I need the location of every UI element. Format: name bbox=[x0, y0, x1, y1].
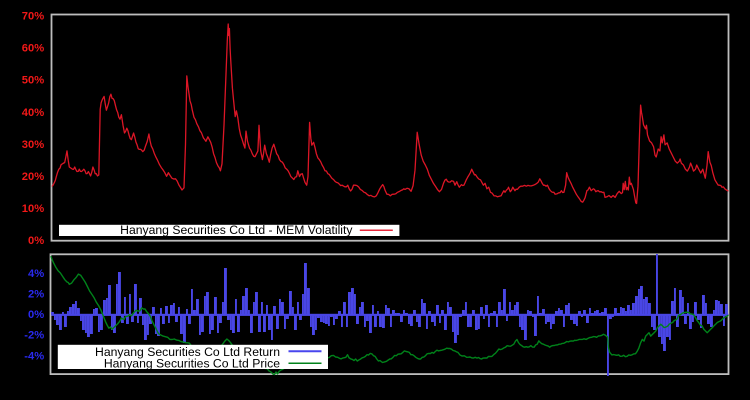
svg-text:20%: 20% bbox=[22, 171, 44, 183]
svg-text:-2%: -2% bbox=[24, 330, 44, 342]
svg-text:Hanyang Securities Co Ltd - ME: Hanyang Securities Co Ltd - MEM Volatili… bbox=[120, 223, 353, 237]
svg-text:0%: 0% bbox=[28, 235, 44, 247]
svg-text:30%: 30% bbox=[22, 139, 44, 151]
svg-text:4%: 4% bbox=[28, 268, 44, 280]
svg-text:60%: 60% bbox=[22, 43, 44, 55]
svg-text:2%: 2% bbox=[28, 289, 44, 301]
svg-text:-4%: -4% bbox=[24, 350, 44, 362]
svg-text:0%: 0% bbox=[28, 309, 44, 321]
svg-text:Hanyang Securities Co Ltd Retu: Hanyang Securities Co Ltd Return bbox=[95, 345, 280, 359]
svg-text:40%: 40% bbox=[22, 107, 44, 119]
svg-text:50%: 50% bbox=[22, 75, 44, 87]
svg-text:70%: 70% bbox=[22, 11, 44, 23]
svg-text:Hanyang Securities Co Ltd Pric: Hanyang Securities Co Ltd Price bbox=[104, 357, 280, 371]
svg-text:10%: 10% bbox=[22, 203, 44, 215]
